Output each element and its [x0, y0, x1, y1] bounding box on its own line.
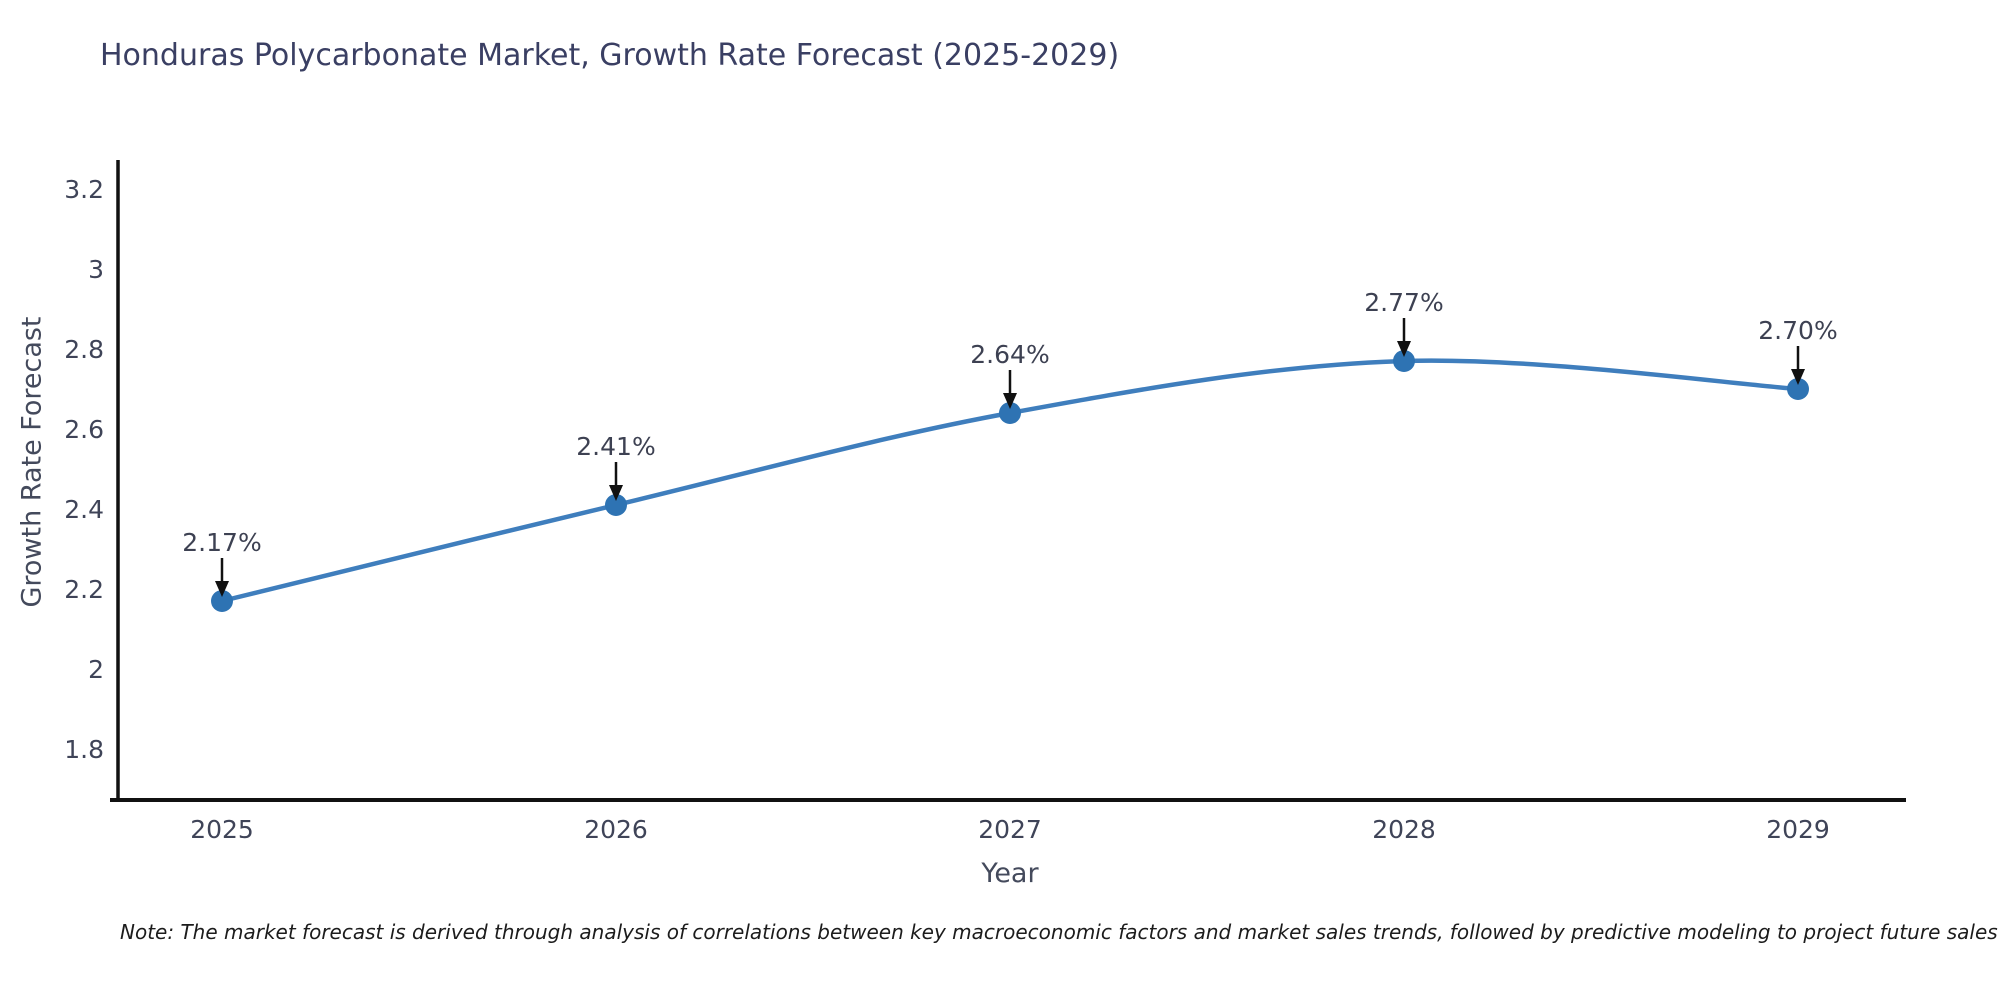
- data-point: [999, 402, 1021, 424]
- annotation-arrowhead: [609, 485, 623, 501]
- y-tick-label: 3: [88, 255, 104, 284]
- chart-title: Honduras Polycarbonate Market, Growth Ra…: [100, 38, 1120, 73]
- y-tick-label: 2: [88, 655, 104, 684]
- data-point-label: 2.77%: [1364, 288, 1443, 317]
- y-tick-label: 3.2: [64, 175, 104, 204]
- data-point-label: 2.70%: [1758, 316, 1837, 345]
- y-tick-label: 2.6: [64, 415, 104, 444]
- data-point: [605, 494, 627, 516]
- x-tick-label: 2026: [584, 815, 648, 844]
- x-tick-label: 2028: [1372, 815, 1436, 844]
- annotation-arrowhead: [1791, 369, 1805, 385]
- x-tick-label: 2027: [978, 815, 1042, 844]
- x-axis-title: Year: [981, 858, 1039, 889]
- y-tick-label: 1.8: [64, 735, 104, 764]
- y-tick-label: 2.4: [64, 495, 104, 524]
- data-point: [1787, 378, 1809, 400]
- data-point-label: 2.17%: [182, 528, 261, 557]
- footnote: Note: The market forecast is derived thr…: [120, 920, 1998, 944]
- y-tick-label: 2.2: [64, 575, 104, 604]
- data-point-label: 2.64%: [970, 340, 1049, 369]
- data-point-label: 2.41%: [576, 432, 655, 461]
- y-tick-label: 2.8: [64, 335, 104, 364]
- annotation-arrowhead: [215, 581, 229, 597]
- annotation-arrowhead: [1397, 341, 1411, 357]
- data-point: [211, 590, 233, 612]
- x-tick-label: 2025: [190, 815, 254, 844]
- x-tick-label: 2029: [1766, 815, 1830, 844]
- annotation-arrowhead: [1003, 393, 1017, 409]
- data-point: [1393, 350, 1415, 372]
